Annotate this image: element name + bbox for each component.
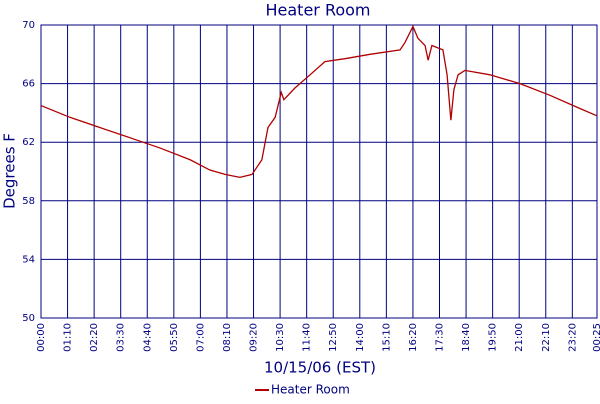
x-tick-label: 14:00 — [355, 323, 366, 352]
x-tick-label: 17:30 — [434, 323, 445, 352]
x-axis-label: 10/15/06 (EST) — [264, 359, 376, 377]
x-tick-label: 10:30 — [275, 323, 286, 352]
x-tick-label: 22:10 — [541, 323, 552, 352]
y-axis-label: Degrees F — [1, 133, 19, 209]
chart-title: Heater Room — [265, 1, 370, 20]
y-tick-label: 54 — [22, 254, 35, 265]
x-tick-label: 16:20 — [408, 323, 419, 352]
x-tick-label: 21:00 — [514, 323, 525, 352]
y-tick-label: 50 — [22, 313, 35, 324]
plot-area — [40, 24, 598, 319]
data-line — [40, 24, 598, 179]
x-tick-label: 08:10 — [222, 323, 233, 352]
x-tick-label: 04:40 — [142, 323, 153, 352]
x-tick-label: 05:50 — [169, 323, 180, 352]
x-tick-label: 03:30 — [116, 323, 127, 352]
x-tick-label: 12:50 — [328, 323, 339, 352]
x-tick-label: 18:40 — [461, 323, 472, 352]
y-tick-label: 62 — [22, 137, 35, 148]
x-tick-label: 00:00 — [36, 323, 47, 352]
y-tick-label: 66 — [22, 79, 35, 90]
x-tick-label: 00:25 — [592, 323, 600, 352]
y-tick-label: 58 — [22, 196, 35, 207]
x-tick-label: 01:10 — [63, 323, 74, 352]
y-tick-label: 70 — [22, 20, 35, 31]
x-tick-label: 07:00 — [195, 323, 206, 352]
x-tick-label: 23:20 — [567, 323, 578, 352]
x-tick-label: 11:40 — [302, 323, 313, 352]
x-tick-label: 15:10 — [381, 323, 392, 352]
x-tick-label: 19:50 — [488, 323, 499, 352]
legend-label: Heater Room — [271, 383, 350, 397]
x-tick-label: 02:20 — [89, 323, 100, 352]
x-tick-label: 09:20 — [249, 323, 260, 352]
